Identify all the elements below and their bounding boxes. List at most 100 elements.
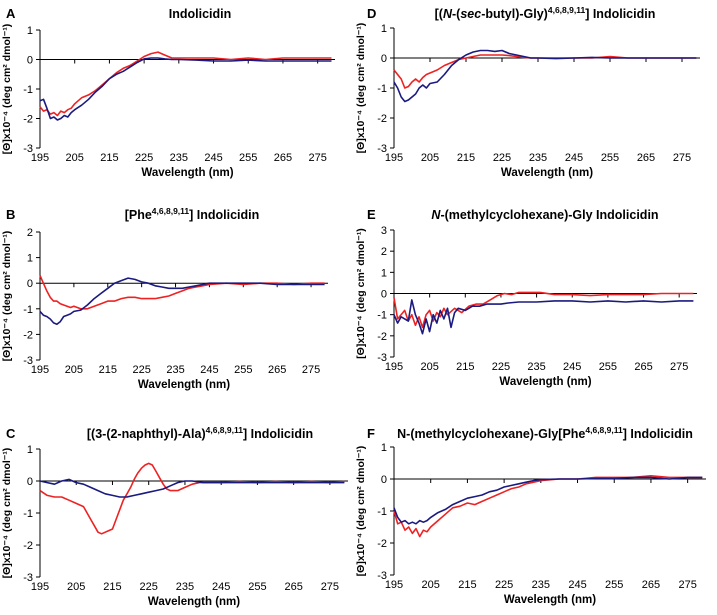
x-tick-label: 205 (67, 581, 85, 593)
x-axis-label: Wavelength (nm) (138, 379, 230, 391)
title-part: sec (460, 7, 481, 21)
panel-letter: A (6, 6, 16, 21)
x-tick-label: 235 (527, 361, 545, 373)
y-axis-label: [Θ]x10⁻⁴ (deg cm² dmol⁻¹) (1, 24, 13, 155)
x-tick-label: 265 (642, 579, 660, 591)
series-line-red (39, 51, 332, 117)
y-tick-label: -2 (23, 540, 33, 552)
chart-title: N-(methylcyclohexane)-Gly Indolicidin (431, 208, 658, 222)
x-tick-label: 265 (274, 152, 292, 164)
y-tick-label: -3 (23, 143, 33, 155)
chart-panel-f: F N-(methylcyclohexane)-Gly[Phe4,6,8,9,11… (355, 425, 706, 606)
y-tick-label: -1 (23, 304, 33, 316)
y-tick-label: 0 (27, 476, 33, 488)
x-tick-label: 215 (456, 361, 474, 373)
y-tick-label: 1 (27, 25, 33, 37)
x-tick-label: 255 (599, 361, 617, 373)
title-part: -(methylcyclohexane)-Gly Indolicidin (440, 208, 658, 222)
y-tick-label: 2 (381, 246, 387, 258)
title-part: [Phe (125, 208, 152, 222)
y-axis-label: [Θ]x10⁻⁴ (deg cm² dmol⁻¹) (1, 448, 13, 579)
series-line-red (393, 291, 694, 329)
title-part: [( (435, 7, 444, 21)
series-line-blue (393, 49, 697, 103)
series-line-red (39, 275, 325, 310)
y-tick-label: -2 (23, 329, 33, 341)
x-tick-label: 235 (166, 364, 184, 376)
x-tick-label: 195 (385, 579, 403, 591)
x-tick-label: 235 (529, 152, 547, 164)
x-tick-label: 215 (100, 152, 118, 164)
x-tick-label: 255 (605, 579, 623, 591)
y-axis-label: [Θ]x10⁻⁴ (deg cm² dmol⁻¹) (355, 23, 367, 154)
y-tick-label: -1 (377, 506, 387, 518)
y-axis-label: [Θ]x10⁻⁴ (deg cm² dmol⁻¹) (355, 446, 367, 577)
chart-panel-d: D [(N-(sec-butyl)-Gly)4,6,8,9,11] Indolic… (355, 5, 700, 179)
panel-letter: D (367, 6, 376, 21)
x-tick-label: 235 (532, 579, 550, 591)
title-part: N (443, 7, 453, 21)
chart-title: N-(methylcyclohexane)-Gly[Phe4,6,8,9,11]… (397, 425, 693, 441)
y-tick-label: 1 (381, 267, 387, 279)
x-tick-label: 265 (637, 152, 655, 164)
y-tick-label: -3 (377, 570, 387, 582)
panel-letter: E (367, 207, 376, 222)
x-tick-label: 275 (673, 152, 691, 164)
x-tick-label: 225 (132, 364, 150, 376)
x-tick-label: 205 (421, 152, 439, 164)
x-tick-label: 225 (492, 361, 510, 373)
x-tick-label: 195 (31, 581, 49, 593)
chart-panel-c: C [(3-(2-naphthyl)-Ala)4,6,8,9,11] Indoli… (1, 425, 348, 608)
series-line-blue (393, 476, 703, 525)
title-part: -butyl)-Gly) (481, 7, 548, 21)
y-tick-label: -3 (23, 572, 33, 584)
x-tick-label: 225 (140, 581, 158, 593)
x-tick-label: 265 (284, 581, 302, 593)
y-axis-label: [Θ]x10⁻⁴ (deg cm² dmol⁻¹) (1, 231, 13, 362)
y-tick-label: -3 (23, 355, 33, 367)
x-tick-label: 245 (212, 581, 230, 593)
chart-title: Indolicidin (169, 7, 232, 21)
title-part: -( (452, 7, 461, 21)
y-tick-label: -1 (23, 84, 33, 96)
y-tick-label: 1 (27, 253, 33, 265)
x-axis-label: Wavelength (nm) (499, 376, 591, 388)
x-tick-label: 245 (204, 152, 222, 164)
x-tick-label: 215 (103, 581, 121, 593)
y-tick-label: 0 (27, 278, 33, 290)
x-tick-label: 255 (239, 152, 257, 164)
y-tick-label: 1 (381, 23, 387, 35)
y-tick-label: -3 (377, 143, 387, 155)
x-tick-label: 225 (493, 152, 511, 164)
x-tick-label: 245 (200, 364, 218, 376)
y-tick-label: 0 (381, 53, 387, 65)
x-tick-label: 275 (321, 581, 339, 593)
x-axis-label: Wavelength (nm) (148, 596, 240, 608)
x-tick-label: 275 (670, 361, 688, 373)
x-tick-label: 195 (385, 361, 403, 373)
title-part: N (431, 208, 441, 222)
y-tick-label: -2 (23, 114, 33, 126)
x-tick-label: 225 (135, 152, 153, 164)
x-axis-label: Wavelength (nm) (501, 167, 593, 179)
x-tick-label: 265 (634, 361, 652, 373)
title-part: ] Indolicidin (585, 7, 655, 21)
x-tick-label: 205 (66, 152, 84, 164)
chart-panel-b: B [Phe4,6,8,9,11] Indolicidin 2 1 0 -1 -2 -3195… (1, 206, 328, 391)
series-line-red (393, 54, 697, 89)
x-tick-label: 255 (601, 152, 619, 164)
y-tick-label: 0 (381, 289, 387, 301)
title-part: 4,6,8,9,11 (585, 425, 623, 435)
x-tick-label: 205 (420, 361, 438, 373)
y-tick-label: 0 (27, 55, 33, 67)
y-tick-label: -2 (377, 331, 387, 343)
title-part: 4,6,8,9,11 (152, 206, 190, 216)
x-axis-label: Wavelength (nm) (141, 167, 233, 179)
x-tick-label: 265 (268, 364, 286, 376)
x-tick-label: 225 (495, 579, 513, 591)
x-tick-label: 255 (248, 581, 266, 593)
title-part: ] Indolicidin (189, 208, 259, 222)
x-tick-label: 195 (31, 152, 49, 164)
